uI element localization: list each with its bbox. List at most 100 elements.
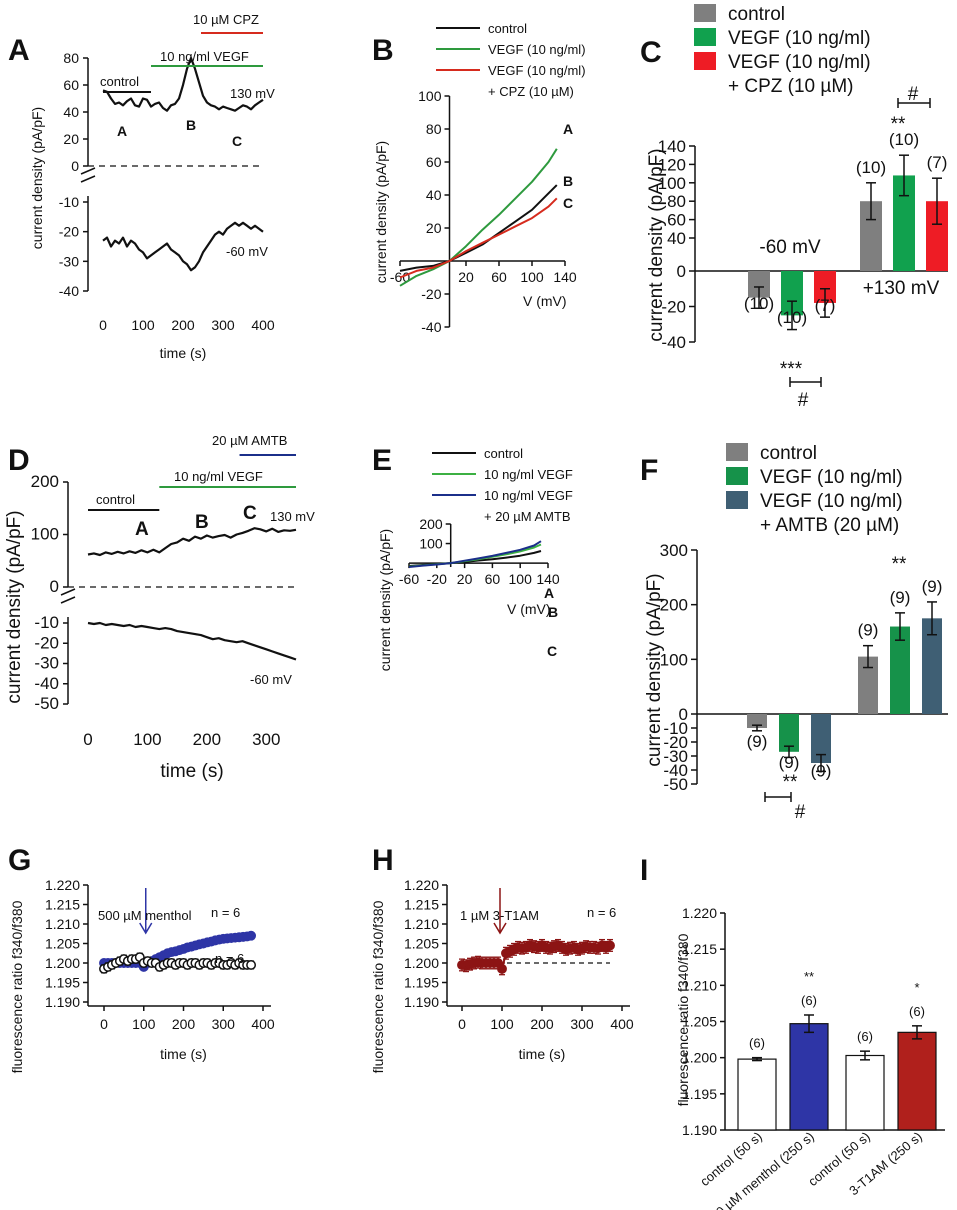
y-tick-label: -30 — [59, 253, 79, 269]
trace-130mv — [102, 56, 264, 112]
application-bar-label: 10 µM CPZ — [193, 12, 259, 27]
x-axis-label: V (mV) — [507, 601, 551, 617]
y-axis-label: current density (pA/pF) — [377, 529, 393, 671]
panel-i: 1.190 1.195 1.200 1.205 1.210 1.215 1.220 fluor… — [675, 905, 945, 1210]
panel-letter-b: B — [372, 34, 394, 67]
y-tick-label: 80 — [63, 50, 79, 66]
y-tick-label: 1.220 — [682, 905, 717, 921]
n-label: (6) — [801, 993, 817, 1008]
y-tick-label: 140 — [658, 137, 686, 156]
y-tick-label: 1.200 — [404, 955, 439, 971]
y-tick-label: -30 — [34, 654, 59, 673]
trace-marker-a: A — [135, 519, 149, 540]
y-tick-label: 1.210 — [682, 977, 717, 993]
n-label: (9) — [922, 577, 943, 596]
n-label: (10) — [889, 130, 919, 149]
y-tick-label: 1.200 — [682, 1050, 717, 1066]
x-tick-label: 140 — [553, 269, 577, 285]
bar — [814, 271, 836, 303]
legend-swatch — [694, 4, 716, 22]
x-tick-label: 400 — [251, 317, 275, 333]
x-axis-label: time (s) — [160, 345, 207, 361]
y-tick-label: 1.215 — [682, 941, 717, 957]
n-label: (6) — [909, 1004, 925, 1019]
x-tick-label: 0 — [99, 317, 107, 333]
y-tick-label: 40 — [63, 104, 79, 120]
y-tick-label: 1.190 — [45, 994, 80, 1010]
iv-curve — [408, 540, 542, 568]
significance-marker: # — [795, 802, 806, 823]
significance-marker: ** — [804, 969, 814, 984]
x-tick-label: 140 — [536, 571, 560, 587]
y-tick-label: -30 — [663, 747, 688, 766]
x-axis-label: time (s) — [160, 1046, 207, 1062]
y-tick-label: -40 — [663, 761, 688, 780]
iv-curve-label: A — [544, 585, 554, 601]
y-tick-label: 200 — [31, 472, 59, 491]
data-point — [497, 963, 507, 974]
bar — [781, 271, 803, 316]
y-tick-label: 1.205 — [404, 936, 439, 952]
legend-label: 10 ng/ml VEGF — [484, 467, 573, 482]
y-tick-label: 1.195 — [682, 1086, 717, 1102]
x-tick-label: 60 — [485, 571, 501, 587]
y-axis-label: current density (pA/pF) — [644, 573, 665, 766]
iv-curve-label: A — [563, 121, 573, 137]
x-tick-label: 200 — [171, 317, 195, 333]
x-tick-label: 200 — [530, 1016, 554, 1032]
trace-marker-b: B — [195, 512, 209, 533]
trace-label-130mv: 130 mV — [270, 509, 315, 524]
y-tick-label: -40 — [59, 283, 79, 299]
x-tick-label: 300 — [252, 730, 280, 749]
x-tick-label: 400 — [610, 1016, 634, 1032]
trace-label-130mv: 130 mV — [230, 86, 275, 101]
y-tick-label: -40 — [661, 333, 686, 352]
significance-marker: * — [914, 980, 919, 995]
y-tick-label: -10 — [663, 719, 688, 738]
x-tick-label: 100 — [509, 571, 533, 587]
legend-swatch — [694, 28, 716, 46]
legend-label: + AMTB (20 µM) — [760, 515, 899, 536]
iv-curve — [399, 197, 558, 279]
application-label: 1 µM 3-T1AM — [460, 908, 539, 923]
significance-marker: # — [908, 84, 919, 105]
y-tick-label: -10 — [34, 613, 59, 632]
n-label: (9) — [890, 588, 911, 607]
y-tick-label: 0 — [71, 158, 79, 174]
significance-marker: *** — [780, 359, 803, 380]
x-tick-label: 0 — [83, 730, 92, 749]
n-label: (10) — [744, 294, 774, 313]
legend-swatch — [726, 491, 748, 509]
iv-curve-label: C — [563, 195, 573, 211]
significance-marker: ** — [892, 554, 907, 575]
legend-label: VEGF (10 ng/ml) — [728, 28, 871, 49]
trace-marker-a: A — [117, 123, 127, 139]
x-tick-label: 100 — [520, 269, 544, 285]
x-tick-label: 100 — [132, 1016, 156, 1032]
significance-marker: ** — [891, 114, 906, 135]
y-tick-label: 1.205 — [682, 1014, 717, 1030]
y-tick-label: 300 — [660, 541, 688, 560]
group-label: +130 mV — [863, 278, 940, 299]
data-point — [605, 940, 615, 951]
n-label: (6) — [749, 1036, 765, 1051]
legend-label: control — [488, 21, 527, 36]
data-point — [246, 960, 257, 970]
x-tick-label: 300 — [212, 1016, 236, 1032]
x-tick-label: -60 — [399, 571, 419, 587]
x-axis-label: time (s) — [160, 761, 223, 782]
application-bar-label: 10 ng/ml VEGF — [174, 469, 263, 484]
panel-letter-c: C — [640, 36, 662, 69]
y-tick-label: -20 — [59, 224, 79, 240]
trace-label-minus60mv: -60 mV — [226, 244, 268, 259]
x-tick-label: 200 — [193, 730, 221, 749]
y-tick-label: 1.215 — [404, 897, 439, 913]
x-tick-label: 100 — [133, 730, 161, 749]
axis-break-mark — [60, 596, 76, 604]
y-tick-label: 100 — [419, 536, 443, 552]
y-tick-label: 40 — [426, 187, 442, 203]
y-axis-label: current density (pA/pF) — [29, 107, 45, 249]
